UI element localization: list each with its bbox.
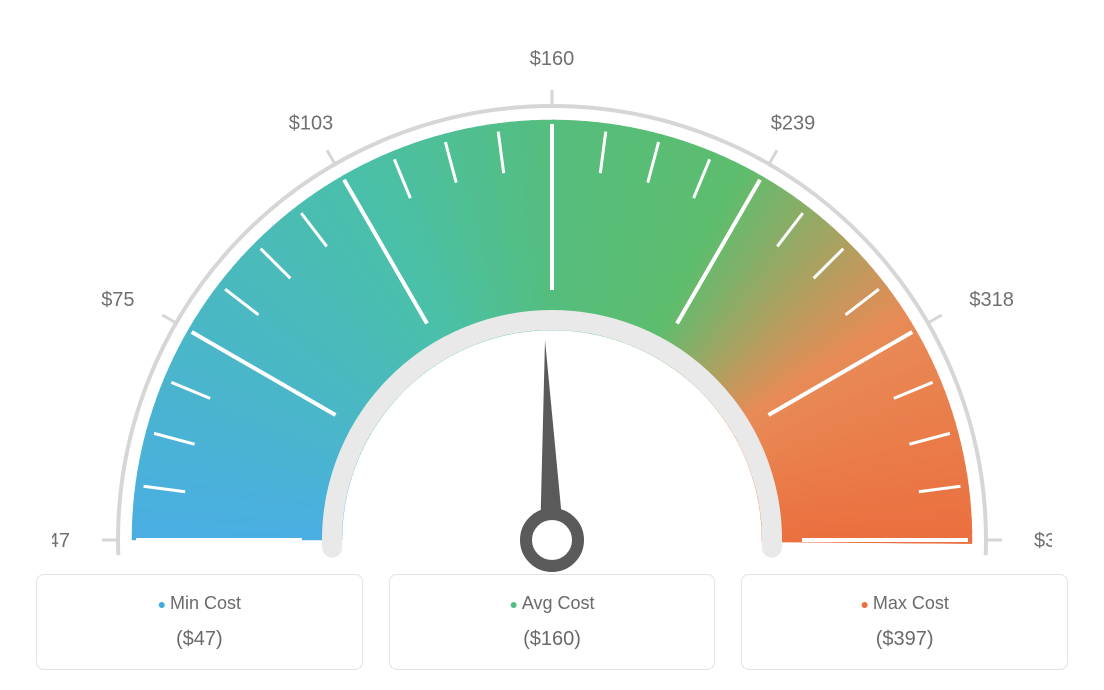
min-cost-value: ($47) [49,628,350,651]
tick-label: $160 [530,50,575,70]
max-cost-label: Max Cost [754,593,1055,614]
legend-row: Min Cost ($47) Avg Cost ($160) Max Cost … [0,574,1104,670]
needle-hub [526,514,578,566]
cost-gauge: $47 $75 $103 $160 $239 $318 $397 [52,50,1052,610]
tick-label: $239 [771,113,816,135]
avg-cost-label: Avg Cost [402,593,703,614]
tick-label: $103 [289,113,334,135]
tick-label: $397 [1034,530,1052,552]
legend-card-max: Max Cost ($397) [741,574,1068,670]
min-cost-label: Min Cost [49,593,350,614]
legend-card-min: Min Cost ($47) [36,574,363,670]
tick-label: $47 [52,530,70,552]
legend-card-avg: Avg Cost ($160) [389,574,716,670]
max-cost-value: ($397) [754,628,1055,651]
gauge-container: $47 $75 $103 $160 $239 $318 $397 [0,0,1104,560]
avg-cost-value: ($160) [402,628,703,651]
tick-label: $318 [969,289,1014,311]
tick-label: $75 [101,289,134,311]
